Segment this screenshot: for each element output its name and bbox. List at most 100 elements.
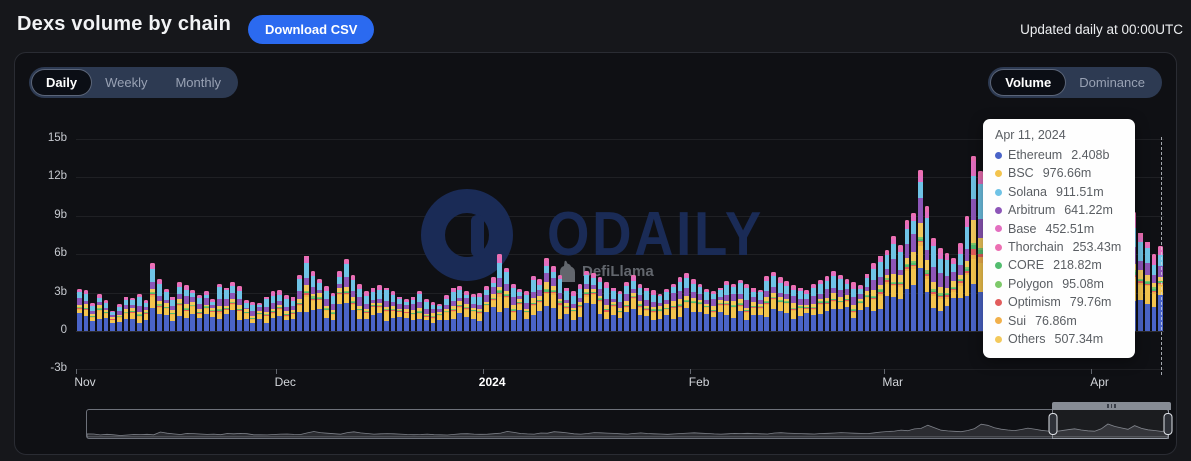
bar-day[interactable] xyxy=(277,290,282,331)
bar-day[interactable] xyxy=(116,304,122,331)
bar-day[interactable] xyxy=(143,300,149,331)
bar-day[interactable] xyxy=(564,287,569,331)
bar-day[interactable] xyxy=(577,283,583,331)
bar-day[interactable] xyxy=(704,288,710,331)
bar-day[interactable] xyxy=(904,219,910,331)
range-brush-track[interactable] xyxy=(86,402,1173,439)
bar-day[interactable] xyxy=(1138,232,1144,331)
bar-day[interactable] xyxy=(383,287,389,331)
bar-day[interactable] xyxy=(210,299,216,331)
bar-day[interactable] xyxy=(297,274,302,331)
bar-day[interactable] xyxy=(123,296,129,331)
bar-day[interactable] xyxy=(817,279,823,331)
bar-day[interactable] xyxy=(657,293,663,331)
bar-day[interactable] xyxy=(937,247,943,331)
bar-day[interactable] xyxy=(630,274,636,331)
bar-day[interactable] xyxy=(470,293,476,331)
bar-day[interactable] xyxy=(751,287,756,331)
bar-day[interactable] xyxy=(584,270,590,331)
bar-day[interactable] xyxy=(530,276,536,331)
brush-drag-bar[interactable] xyxy=(1052,402,1171,410)
brush-left-handle[interactable] xyxy=(1048,413,1058,435)
bar-day[interactable] xyxy=(864,273,870,331)
bar-day[interactable] xyxy=(223,287,229,331)
bar-day[interactable] xyxy=(804,290,810,331)
brush-right-handle[interactable] xyxy=(1163,413,1173,435)
bar-day[interactable] xyxy=(844,278,850,331)
bar-day[interactable] xyxy=(363,291,369,331)
bar-day[interactable] xyxy=(130,297,136,331)
tab-volume[interactable]: Volume xyxy=(991,70,1066,95)
bar-day[interactable] xyxy=(944,253,950,331)
brush-selection-window[interactable] xyxy=(1048,402,1173,439)
bar-day[interactable] xyxy=(697,283,703,331)
bar-day[interactable] xyxy=(597,277,603,331)
tab-dominance[interactable]: Dominance xyxy=(1079,75,1145,90)
bar-day[interactable] xyxy=(570,291,576,331)
bar-day[interactable] xyxy=(230,282,236,331)
bar-day[interactable] xyxy=(183,285,189,331)
bar-day[interactable] xyxy=(684,273,690,331)
bar-day[interactable] xyxy=(137,293,142,331)
bar-day[interactable] xyxy=(717,287,723,331)
bar-day[interactable] xyxy=(490,277,496,331)
bar-day[interactable] xyxy=(971,155,977,331)
bar-day[interactable] xyxy=(477,292,483,331)
bar-day[interactable] xyxy=(390,291,396,331)
bar-day[interactable] xyxy=(744,283,750,331)
bar-day[interactable] xyxy=(917,169,923,331)
bar-day[interactable] xyxy=(430,301,436,331)
bar-day[interactable] xyxy=(464,291,469,331)
bar-day[interactable] xyxy=(283,295,289,331)
bar-day[interactable] xyxy=(724,281,730,331)
bar-day[interactable] xyxy=(924,205,930,331)
bar-day[interactable] xyxy=(457,286,463,331)
bar-day[interactable] xyxy=(590,273,596,331)
bar-day[interactable] xyxy=(691,278,696,331)
bar-day[interactable] xyxy=(250,301,256,331)
bar-day[interactable] xyxy=(410,296,416,331)
bar-day[interactable] xyxy=(764,276,770,331)
bar-day[interactable] xyxy=(290,296,296,331)
bar-day[interactable] xyxy=(784,281,790,331)
bar-day[interactable] xyxy=(157,278,162,331)
bar-day[interactable] xyxy=(330,292,336,331)
bar-day[interactable] xyxy=(951,258,957,331)
bar-day[interactable] xyxy=(263,296,269,331)
bar-day[interactable] xyxy=(557,274,563,331)
bar-day[interactable] xyxy=(771,272,776,331)
tab-daily[interactable]: Daily xyxy=(32,70,92,95)
bar-day[interactable] xyxy=(670,283,676,331)
bar-day[interactable] xyxy=(484,286,489,331)
bar-day[interactable] xyxy=(343,259,349,331)
bar-day[interactable] xyxy=(791,285,796,331)
bar-day[interactable] xyxy=(1151,254,1157,331)
bar-day[interactable] xyxy=(664,288,670,331)
bar-day[interactable] xyxy=(197,295,202,331)
bar-day[interactable] xyxy=(911,213,917,331)
bar-day[interactable] xyxy=(90,302,96,331)
bar-day[interactable] xyxy=(884,250,890,331)
bar-day[interactable] xyxy=(96,293,102,331)
tab-monthly[interactable]: Monthly xyxy=(175,75,221,90)
bar-day[interactable] xyxy=(337,270,343,331)
bar-day[interactable] xyxy=(711,291,716,331)
bar-day[interactable] xyxy=(610,287,616,331)
bar-day[interactable] xyxy=(617,291,623,331)
bar-day[interactable] xyxy=(811,283,816,331)
bar-day[interactable] xyxy=(978,171,983,331)
bar-day[interactable] xyxy=(831,270,836,331)
bar-day[interactable] xyxy=(217,283,222,331)
bar-day[interactable] xyxy=(824,276,830,331)
bar-day[interactable] xyxy=(257,302,262,331)
bar-day[interactable] xyxy=(437,304,443,331)
bar-day[interactable] xyxy=(350,274,356,331)
bar-day[interactable] xyxy=(897,245,903,331)
bar-day[interactable] xyxy=(317,278,323,331)
bar-day[interactable] xyxy=(450,287,456,331)
bar-day[interactable] xyxy=(797,287,803,331)
bar-day[interactable] xyxy=(76,288,82,331)
download-csv-button[interactable]: Download CSV xyxy=(248,15,375,44)
bar-day[interactable] xyxy=(537,278,543,331)
bar-day[interactable] xyxy=(370,287,376,331)
